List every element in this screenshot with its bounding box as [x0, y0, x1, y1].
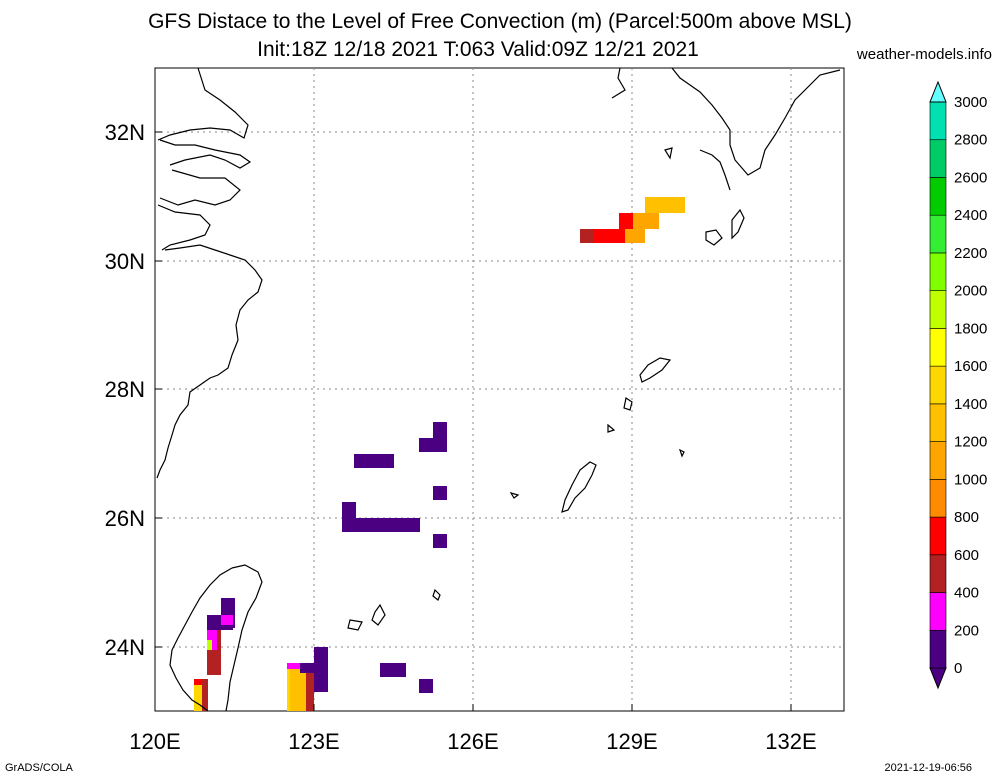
lat-tick-label: 28N	[105, 377, 145, 402]
gridlines	[155, 68, 844, 711]
field-patch	[625, 229, 645, 243]
coast-kyushu	[611, 67, 841, 458]
field-patch	[580, 229, 594, 243]
field-patch	[194, 685, 204, 711]
lon-tick-label: 129E	[606, 729, 657, 754]
field-patch	[221, 615, 233, 625]
colorbar-tick-label: 2400	[954, 207, 987, 224]
colorbar-tick-label: 1400	[954, 396, 987, 413]
field-layer	[194, 197, 685, 711]
field-patch	[433, 486, 447, 500]
field-patch	[619, 213, 633, 229]
colorbar-segment	[929, 629, 947, 669]
field-patch	[419, 679, 433, 693]
colorbar-tick-label: 1800	[954, 320, 987, 337]
coast-yaeyama	[347, 588, 441, 631]
colorbar-segment	[929, 592, 947, 631]
coast-ryukyu	[509, 357, 672, 513]
colorbar-segment	[929, 328, 947, 367]
colorbar-segment	[929, 252, 947, 291]
lat-tick-label: 30N	[105, 249, 145, 274]
field-patch	[207, 640, 212, 650]
colorbar-tick-label: 1200	[954, 434, 987, 451]
field-patch	[645, 197, 685, 213]
colorbar-segment	[929, 365, 947, 405]
coast-taiwan	[169, 564, 263, 712]
lat-tick-label: 26N	[105, 506, 145, 531]
colorbar-segment	[929, 177, 947, 216]
chart-title-line1: GFS Distace to the Level of Free Convect…	[148, 10, 852, 33]
colorbar-tick-label: 1000	[954, 471, 987, 488]
colorbar-tick-label: 3000	[954, 94, 987, 111]
colorbar-arrow-low	[929, 667, 947, 690]
colorbar-segment	[929, 441, 947, 480]
axis-ticks	[155, 131, 792, 711]
field-patch	[290, 668, 306, 711]
colorbar-tick-label: 600	[954, 547, 979, 564]
lon-tick-label: 123E	[288, 729, 339, 754]
field-patch	[354, 454, 394, 468]
coastlines	[156, 67, 841, 712]
colorbar-tick-label: 2600	[954, 169, 987, 186]
field-patch	[633, 213, 659, 229]
colorbar-tick-label: 2800	[954, 132, 987, 149]
colorbar-arrow-high	[929, 80, 947, 103]
field-patch	[300, 663, 314, 673]
footer-timestamp: 2021-12-19-06:56	[884, 762, 972, 774]
lat-tick-label: 24N	[105, 635, 145, 660]
colorbar-tick-label: 0	[954, 660, 962, 677]
colorbar-segment	[929, 554, 947, 593]
colorbar-segment	[929, 139, 947, 178]
field-patch	[202, 679, 208, 711]
site-label: weather-models.info	[856, 46, 992, 63]
field-patch	[419, 438, 447, 452]
colorbar-tick-label: 2000	[954, 283, 987, 300]
colorbar-segment	[929, 101, 947, 141]
colorbar-segment	[929, 214, 947, 254]
field-patch	[433, 534, 447, 548]
field-patch	[433, 422, 447, 438]
field-patch	[342, 502, 356, 518]
colorbar-segment	[929, 479, 947, 518]
field-patch	[380, 663, 406, 677]
colorbar-tick-label: 1600	[954, 358, 987, 375]
footer-software-label: GrADS/COLA	[5, 762, 73, 774]
chart-title-line2: Init:18Z 12/18 2021 T:063 Valid:09Z 12/2…	[257, 38, 699, 61]
lon-tick-label: 132E	[765, 729, 816, 754]
lon-tick-label: 120E	[129, 729, 180, 754]
colorbar-segment	[929, 290, 947, 329]
coast-china	[156, 67, 263, 479]
colorbar-tick-label: 200	[954, 622, 979, 639]
colorbar: 0 200 400 600 800 1000 1200 1400 1600 1800 2000 220…	[929, 80, 987, 690]
colorbar-tick-label: 400	[954, 585, 979, 602]
colorbar-tick-label: 800	[954, 509, 979, 526]
colorbar-segment	[929, 516, 947, 556]
field-patch	[314, 647, 328, 692]
colorbar-segment	[929, 403, 947, 442]
field-patch	[342, 518, 420, 532]
colorbar-tick-label: 2200	[954, 245, 987, 262]
lon-tick-label: 126E	[447, 729, 498, 754]
field-patch	[306, 663, 314, 711]
lat-tick-label: 32N	[105, 120, 145, 145]
